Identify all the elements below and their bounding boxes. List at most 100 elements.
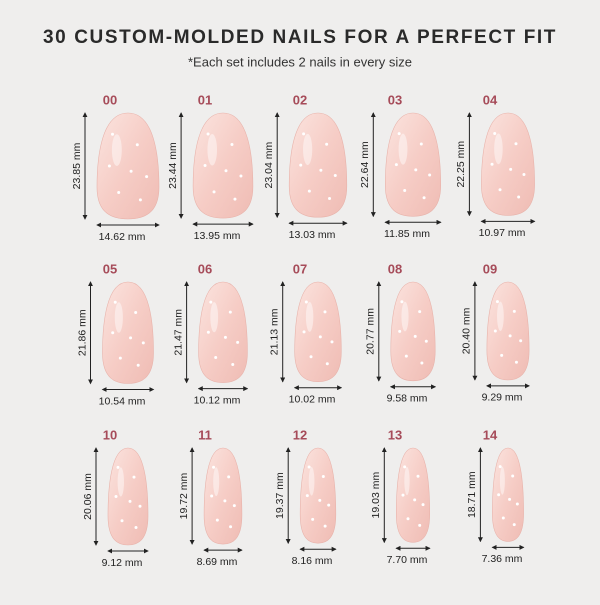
- size-label: 07: [293, 261, 307, 276]
- polka-dot: [203, 164, 207, 168]
- polka-dot: [111, 331, 115, 335]
- polka-dot: [209, 300, 213, 304]
- polka-dot: [129, 169, 133, 173]
- polka-dot: [420, 361, 424, 365]
- nail-shine: [111, 134, 122, 167]
- polka-dot: [318, 335, 322, 339]
- polka-dot: [206, 132, 210, 136]
- width-label: 9.12 mm: [102, 557, 143, 569]
- nail: [390, 281, 436, 382]
- nail-shine: [398, 133, 408, 165]
- polka-dot: [501, 516, 505, 520]
- size-label: 06: [198, 261, 212, 276]
- polka-dot: [319, 168, 323, 172]
- polka-dot: [328, 196, 332, 200]
- nail-item: 09 20.40 mm 9.29 mm: [461, 261, 530, 404]
- polka-dot: [400, 300, 404, 304]
- polka-dot: [138, 504, 142, 508]
- polka-dot: [307, 189, 311, 193]
- polka-dot: [229, 525, 233, 529]
- width-label: 11.85 mm: [384, 228, 430, 240]
- polka-dot: [214, 355, 218, 359]
- polka-dot: [519, 339, 523, 343]
- width-label: 9.29 mm: [482, 392, 523, 404]
- nail-shine: [308, 467, 315, 496]
- width-label: 14.62 mm: [99, 231, 146, 243]
- polka-dot: [236, 340, 240, 344]
- size-label: 08: [388, 261, 402, 276]
- width-label: 13.03 mm: [289, 229, 336, 241]
- nail-item: 01 23.44 mm 13.95 mm: [167, 92, 254, 242]
- polka-dot: [299, 163, 303, 167]
- polka-dot: [497, 493, 501, 497]
- height-label: 22.64 mm: [359, 141, 371, 188]
- polka-dot: [210, 494, 214, 498]
- size-label: 01: [198, 92, 212, 107]
- nail-shine: [497, 301, 504, 331]
- polka-dot: [323, 524, 327, 528]
- nail: [294, 281, 342, 383]
- height-label: 22.25 mm: [455, 141, 467, 188]
- nail-item: 04 22.25 mm 10.97 mm: [455, 92, 536, 239]
- polka-dot: [422, 196, 426, 200]
- size-label: 11: [198, 427, 212, 442]
- polka-dot: [517, 195, 521, 199]
- height-label: 23.04 mm: [263, 142, 275, 189]
- nail-shine: [499, 466, 505, 495]
- polka-dot: [498, 188, 502, 192]
- size-label: 13: [388, 427, 402, 442]
- polka-dot: [508, 497, 512, 501]
- polka-dot: [493, 131, 497, 135]
- polka-dot: [145, 175, 149, 179]
- nail-item: 12 19.37 mm 8.16 mm: [274, 427, 337, 567]
- height-label: 19.37 mm: [274, 472, 286, 519]
- polka-dot: [418, 523, 422, 527]
- nail-grid: 00 23.85 mm 14.62 mm 01 23.44 mm 13.95 mm 02 23…: [71, 92, 536, 569]
- polka-dot: [413, 498, 417, 502]
- polka-dot: [117, 191, 121, 194]
- title: 30 CUSTOM-MOLDED NAILS FOR A PERFECT FIT: [43, 27, 557, 48]
- polka-dot: [394, 163, 398, 167]
- size-label: 14: [483, 427, 498, 442]
- polka-dot: [512, 309, 516, 313]
- polka-dot: [212, 465, 216, 469]
- polka-dot: [309, 355, 313, 359]
- size-label: 09: [483, 261, 497, 276]
- polka-dot: [223, 499, 227, 503]
- nail: [486, 281, 530, 381]
- width-label: 10.97 mm: [479, 227, 526, 239]
- polka-dot: [107, 164, 111, 168]
- height-label: 20.40 mm: [461, 307, 473, 354]
- size-label: 02: [293, 92, 307, 107]
- polka-dot: [307, 465, 311, 469]
- polka-dot: [327, 503, 331, 507]
- polka-dot: [413, 334, 417, 338]
- polka-dot: [113, 300, 117, 304]
- polka-dot: [509, 167, 513, 171]
- height-label: 23.44 mm: [167, 142, 179, 189]
- polka-dot: [424, 339, 428, 343]
- polka-dot: [404, 354, 408, 358]
- nail: [384, 112, 442, 217]
- polka-dot: [490, 162, 494, 166]
- polka-dot: [128, 499, 132, 503]
- polka-dot: [498, 465, 502, 469]
- polka-dot: [333, 174, 337, 178]
- nail: [107, 447, 149, 546]
- size-label: 00: [103, 92, 117, 107]
- size-label: 05: [103, 261, 117, 276]
- polka-dot: [224, 169, 228, 173]
- nail-shine: [117, 467, 125, 497]
- polka-dot: [239, 174, 243, 178]
- height-label: 21.86 mm: [76, 309, 88, 356]
- nail-item: 05 21.86 mm 10.54 mm: [76, 261, 155, 407]
- polka-dot: [305, 494, 309, 498]
- polka-dot: [141, 341, 145, 345]
- nail: [198, 281, 248, 383]
- width-label: 8.69 mm: [197, 556, 238, 568]
- polka-dot: [311, 517, 315, 521]
- width-label: 7.36 mm: [482, 553, 523, 565]
- polka-dot: [511, 474, 515, 478]
- polka-dot: [228, 310, 232, 314]
- nail-item: 00 23.85 mm 14.62 mm: [71, 92, 160, 243]
